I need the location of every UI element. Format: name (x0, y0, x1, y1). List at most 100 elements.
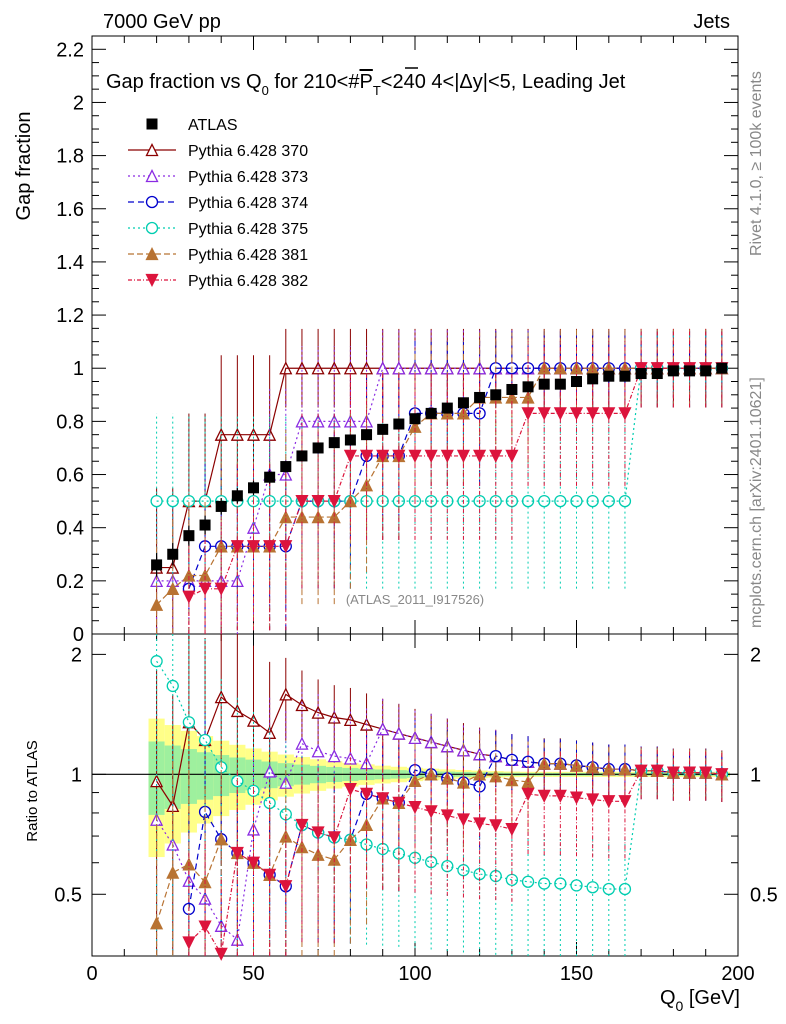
atlas-point (635, 368, 647, 380)
legend-label: Pythia 6.428 381 (188, 247, 308, 264)
atlas-point (538, 378, 550, 390)
title-sub0: 0 (262, 83, 269, 98)
legend-marker (145, 221, 159, 235)
atlas-point (490, 389, 502, 401)
ratio-point (456, 813, 471, 827)
x-tick-label: 0 (86, 963, 97, 985)
ratio-panel-series (150, 634, 729, 961)
y-tick-label: 1.6 (56, 199, 84, 221)
main-panel-series (150, 328, 729, 634)
legend-marker (145, 169, 159, 183)
y-tick-label: 1 (73, 358, 84, 380)
ratio-point (182, 716, 196, 729)
ratio-point (521, 875, 535, 888)
axis-ticks: 0 0.2 0.4 0.6 0.8 1 1.2 1.4 1.6 1.8 2 2.2 0 50 100 150 2… (54, 35, 778, 985)
legend-marker (145, 247, 159, 261)
x-label-sub: 0 (676, 998, 684, 1014)
atlas-point (312, 442, 324, 454)
ratio-uncertainty-bands (148, 718, 730, 858)
legend-marker (146, 118, 158, 130)
legend-marker (145, 273, 159, 287)
ratio-y-tick-label: 2 (71, 644, 82, 666)
legend-label: Pythia 6.428 374 (188, 195, 308, 212)
legend-marker (145, 143, 159, 157)
title-part-c: <240 4<|Δy|<5, Leading Jet (381, 71, 626, 93)
legend-marker (145, 195, 159, 209)
ratio-point (343, 783, 357, 797)
ratio-point (198, 920, 212, 934)
atlas-point (377, 423, 389, 435)
ratio-point (198, 733, 212, 747)
y-tick-label: 2 (73, 92, 84, 114)
ratio-point (295, 736, 309, 750)
analysis-tag: (ATLAS_2011_I917526) (346, 592, 484, 607)
y-tick-label: 0.8 (56, 411, 84, 433)
series-ratio-2 (182, 713, 728, 956)
atlas-point (248, 482, 259, 494)
ratio-point (166, 679, 179, 693)
atlas-point (183, 530, 195, 542)
ratio-series-line (188, 770, 722, 956)
x-tick-label: 50 (242, 963, 264, 985)
atlas-point (409, 413, 421, 425)
y-tick-label: 0 (73, 624, 84, 646)
chart-title: Gap fraction vs Q0 for 210<#PT<240 4<|Δy… (106, 71, 626, 98)
series-atlas (151, 362, 728, 577)
atlas-point (344, 434, 356, 446)
atlas-point (328, 437, 340, 449)
data-point (295, 494, 309, 509)
ratio-point (392, 726, 406, 740)
title-subT: T (373, 83, 381, 98)
data-point (521, 407, 535, 421)
atlas-point (506, 383, 518, 395)
ratio-point (602, 882, 615, 896)
legend-label: Pythia 6.428 375 (188, 221, 308, 238)
ratio-y-tick-label-right: 2 (750, 644, 761, 666)
series-line (156, 367, 722, 582)
x-label-unit: [GeV] (683, 987, 740, 1009)
atlas-point (280, 461, 292, 473)
ratio-point (263, 764, 277, 778)
x-label-q: Q (660, 987, 676, 1009)
atlas-point (425, 407, 437, 419)
header-left: 7000 GeV pp (103, 11, 221, 33)
data-point (538, 494, 551, 508)
legend-label: Pythia 6.428 382 (188, 273, 308, 290)
atlas-point (167, 548, 179, 560)
ratio-y-tick-label: 1 (71, 764, 82, 786)
y-tick-label: 0.2 (56, 571, 84, 593)
ratio-point (279, 880, 293, 894)
series-ratio-5 (182, 726, 729, 961)
legend-label: Pythia 6.428 373 (188, 169, 308, 186)
y-tick-label: 0.4 (56, 518, 84, 540)
ratio-series-line (156, 660, 722, 890)
atlas-point (651, 368, 663, 380)
series-line (156, 367, 722, 569)
atlas-point (199, 519, 211, 531)
atlas-point (522, 381, 534, 393)
atlas-point (684, 365, 696, 377)
series-line (156, 367, 722, 502)
ratio-point (246, 856, 261, 870)
atlas-point (393, 418, 405, 430)
y-tick-label: 1.4 (56, 252, 84, 274)
title-pt: P (359, 71, 372, 93)
ratio-y-tick-label-right: 1 (750, 764, 761, 786)
header-right: Jets (693, 11, 730, 33)
data-point (554, 494, 567, 508)
atlas-point (296, 450, 308, 462)
mcplots-label: mcplots.cern.ch [arXiv:2401.10621] (748, 377, 765, 628)
atlas-point (716, 362, 728, 374)
ratio-y-tick-label: 0.5 (54, 884, 82, 906)
legend-label: ATLAS (188, 117, 238, 134)
atlas-point (264, 471, 276, 483)
x-tick-label: 100 (398, 963, 431, 985)
title-part-a: Gap fraction vs Q (106, 71, 262, 93)
x-tick-label: 200 (721, 963, 754, 985)
atlas-point (215, 500, 227, 512)
ratio-point (327, 749, 341, 763)
ratio-series-line (156, 763, 722, 924)
ratio-y-axis-label: Ratio to ATLAS (24, 740, 41, 841)
atlas-point (457, 397, 469, 409)
y-tick-label: 1.8 (56, 146, 84, 168)
